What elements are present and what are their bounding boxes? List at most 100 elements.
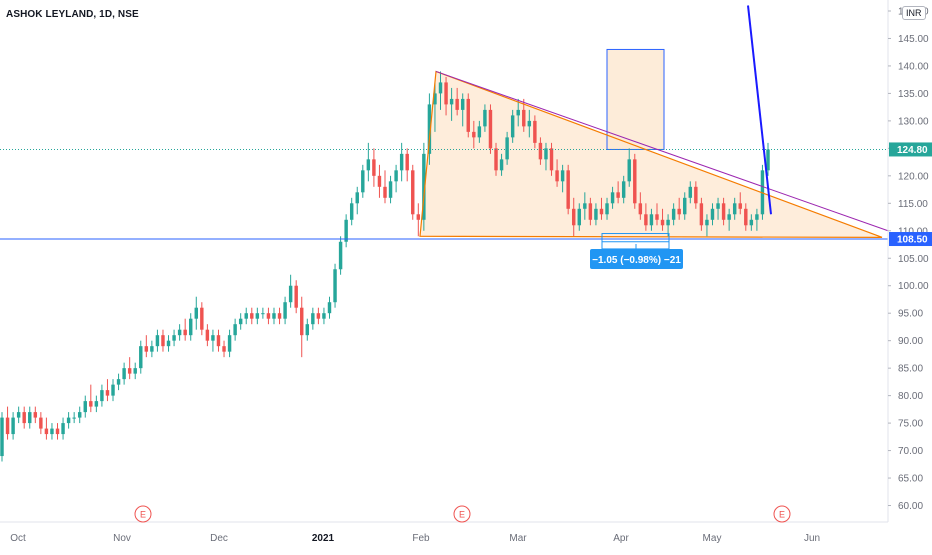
candle (33, 406, 38, 424)
candle-body (422, 153, 426, 220)
candle (433, 82, 437, 132)
candle (510, 109, 515, 143)
candle-body (83, 401, 87, 413)
candle-body (399, 153, 404, 171)
candle (744, 203, 748, 231)
y-tick-label: 135.00 (898, 89, 929, 100)
candle-body (166, 340, 171, 347)
candle-body (94, 401, 99, 407)
candle (699, 197, 704, 231)
candle-body (28, 412, 32, 424)
candle (416, 203, 421, 237)
candle (566, 164, 570, 215)
candle-body (194, 307, 198, 319)
y-tick-label: 80.00 (898, 391, 923, 402)
y-tick-label: 130.00 (898, 116, 929, 127)
candle-body (744, 208, 748, 226)
candle (61, 417, 65, 440)
candle-body (116, 379, 121, 385)
candle-body (127, 368, 132, 374)
candle (411, 164, 415, 220)
y-tick-label: 65.00 (898, 474, 923, 485)
candle (633, 153, 637, 209)
candle-body (22, 412, 26, 424)
candle-body (394, 170, 398, 182)
candle-body (694, 186, 698, 204)
candle (549, 142, 554, 176)
candle-body (361, 170, 365, 193)
time-axis-bg (0, 522, 932, 550)
triangle-outline (419, 70, 883, 238)
candle (155, 329, 160, 352)
candle (533, 115, 537, 149)
candle-body (599, 208, 604, 215)
candle-body (438, 82, 443, 94)
candle-body (649, 214, 654, 226)
candle (577, 203, 581, 231)
candle-body (483, 109, 487, 127)
candle-body (261, 313, 265, 315)
y-tick-label: 70.00 (898, 446, 923, 457)
earnings-marker: E (453, 505, 471, 523)
candle (216, 329, 221, 352)
candle-body (621, 181, 626, 198)
candle (538, 137, 543, 165)
candle-body (300, 307, 304, 336)
measure-label: −1.05 (−0.98%) −21 (592, 255, 681, 266)
candle (116, 373, 121, 391)
candle-body (44, 428, 49, 435)
candle-body (250, 313, 254, 319)
chart-title: ASHOK LEYLAND, 1D, NSE (6, 9, 139, 20)
price-label-box (889, 232, 932, 247)
candle (161, 329, 165, 352)
candle (189, 313, 193, 341)
candle-body (66, 417, 71, 424)
candle-body (605, 203, 609, 215)
candle-body (538, 142, 543, 160)
candle-body (644, 214, 648, 226)
candle (261, 307, 265, 319)
candle-body (50, 428, 54, 435)
candle (677, 197, 681, 220)
candle-body (433, 93, 437, 105)
candle (183, 318, 187, 341)
x-tick-label: Mar (509, 533, 527, 544)
candle-body (444, 82, 448, 105)
candle (327, 296, 332, 319)
candle-body (183, 329, 187, 336)
candle-body (111, 384, 115, 396)
candle-body (666, 219, 670, 226)
candle-body (705, 219, 709, 226)
candle-body (5, 417, 10, 435)
earnings-circle (134, 505, 152, 523)
candle-body (333, 269, 337, 303)
candle (50, 423, 54, 440)
candle-body (177, 329, 182, 336)
candle (749, 214, 754, 231)
triangle-pattern-fill (420, 71, 882, 238)
currency-button[interactable]: INR (902, 6, 926, 20)
candle (449, 87, 454, 121)
candle (710, 203, 715, 226)
candle (671, 203, 676, 226)
candle (422, 142, 426, 231)
candle (627, 148, 631, 187)
candle-body (455, 98, 459, 110)
candle-body (699, 203, 704, 226)
candle (211, 329, 215, 352)
candle-body (288, 285, 293, 303)
candle-body (272, 313, 276, 319)
candle-body (105, 390, 110, 396)
candle (505, 131, 509, 165)
x-tick-label: Jun (804, 533, 820, 544)
candle-body (488, 109, 493, 149)
price-axis-bg (888, 0, 932, 550)
candle (372, 148, 376, 187)
candle-body (427, 104, 432, 154)
candle-body (533, 120, 537, 143)
candle (294, 280, 298, 314)
candle (133, 362, 137, 380)
candle-body (655, 214, 659, 220)
candle-body (294, 285, 298, 308)
candle (139, 340, 143, 374)
